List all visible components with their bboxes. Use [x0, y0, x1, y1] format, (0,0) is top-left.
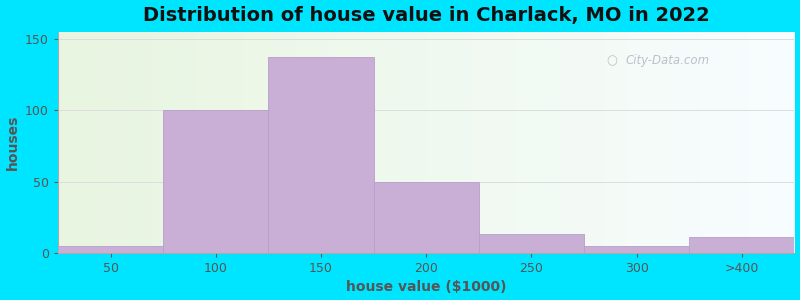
Bar	[690, 237, 794, 253]
Bar	[269, 57, 374, 253]
Bar	[163, 110, 269, 253]
X-axis label: house value ($1000): house value ($1000)	[346, 280, 506, 294]
Text: City-Data.com: City-Data.com	[625, 54, 709, 67]
Bar	[58, 246, 163, 253]
Text: ○: ○	[606, 54, 618, 67]
Title: Distribution of house value in Charlack, MO in 2022: Distribution of house value in Charlack,…	[143, 6, 710, 25]
Bar	[479, 234, 584, 253]
Y-axis label: houses: houses	[6, 115, 19, 170]
Bar	[374, 182, 479, 253]
Bar	[584, 246, 690, 253]
